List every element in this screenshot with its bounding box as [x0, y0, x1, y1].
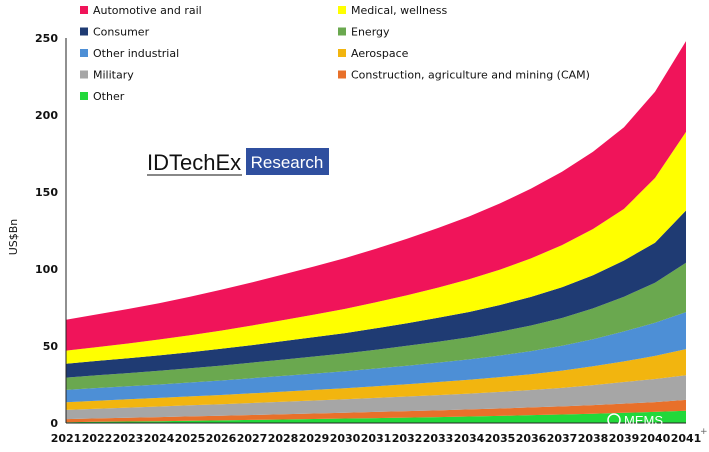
- x-tick-label: 2026: [206, 432, 237, 445]
- legend-label: Other: [93, 90, 125, 103]
- legend-label: Medical, wellness: [351, 4, 447, 17]
- watermark-text: MEMS: [624, 413, 663, 428]
- brand-logo: IDTechEx Research: [147, 148, 329, 176]
- y-tick-label: 250: [35, 32, 58, 45]
- y-axis-label: US$Bn: [7, 219, 20, 256]
- area-series-0: [66, 410, 686, 423]
- x-tick-label: 2035: [485, 432, 516, 445]
- legend-label: Aerospace: [351, 47, 409, 60]
- x-tick-label: 2038: [578, 432, 609, 445]
- x-tick-label: 2023: [113, 432, 144, 445]
- x-tick-label: 2021: [51, 432, 82, 445]
- area-series-3: [66, 349, 686, 410]
- area-series-4: [66, 312, 686, 403]
- edge-mark: +: [700, 427, 708, 437]
- legend-swatch: [338, 70, 346, 79]
- legend-swatch: [338, 6, 346, 14]
- legend-label: Automotive and rail: [93, 4, 202, 17]
- x-tick-label: 2033: [423, 432, 454, 445]
- legend-swatch: [338, 49, 346, 57]
- y-tick-label: 200: [35, 109, 58, 122]
- x-tick-label: 2029: [299, 432, 330, 445]
- x-tick-label: 2030: [330, 432, 361, 445]
- x-tick-label: 2031: [361, 432, 392, 445]
- x-tick-label: 2022: [82, 432, 113, 445]
- y-tick-label: 50: [43, 340, 59, 353]
- y-tick-labels: 0 50 100 150 200 250: [35, 32, 58, 430]
- watermark: MEMS: [607, 413, 663, 428]
- y-tick-label: 100: [35, 263, 58, 276]
- axes: [65, 38, 686, 424]
- legend: Automotive and rail Consumer Other industr…: [80, 4, 590, 103]
- x-tick-labels: 2021 2022 2023 2024 2025 2026 2027 2028 2029 2030…: [51, 432, 702, 445]
- area-series-8: [66, 41, 686, 351]
- x-tick-label: 2034: [454, 432, 485, 445]
- chat-icon: [607, 413, 621, 427]
- x-tick-label: 2027: [237, 432, 268, 445]
- x-tick-label: 2032: [392, 432, 423, 445]
- legend-swatch: [80, 92, 88, 100]
- x-tick-label: 2041: [671, 432, 702, 445]
- legend-label: Energy: [351, 26, 390, 39]
- legend-swatch: [80, 6, 88, 14]
- y-tick-label: 0: [50, 417, 58, 430]
- area-series-6: [66, 210, 686, 378]
- legend-swatch: [80, 27, 88, 36]
- x-tick-label: 2024: [144, 432, 175, 445]
- x-tick-label: 2025: [175, 432, 206, 445]
- legend-label: Other industrial: [93, 47, 179, 60]
- stacked-areas: [66, 41, 686, 423]
- brand-sub-text: Research: [251, 153, 324, 172]
- area-series-2: [66, 375, 686, 420]
- legend-label: Military: [93, 69, 134, 82]
- x-tick-label: 2028: [268, 432, 299, 445]
- brand-sub-bg: [246, 148, 329, 175]
- legend-label: Construction, agriculture and mining (CA…: [351, 69, 590, 82]
- legend-swatch: [338, 27, 346, 36]
- area-series-1: [66, 399, 686, 423]
- area-series-7: [66, 131, 686, 364]
- legend-swatch: [80, 49, 88, 57]
- x-tick-label: 2039: [609, 432, 640, 445]
- legend-label: Consumer: [93, 26, 150, 39]
- brand-main-text: IDTechEx: [147, 150, 241, 175]
- x-tick-label: 2037: [547, 432, 578, 445]
- area-series-5: [66, 262, 686, 390]
- legend-swatch: [80, 70, 88, 79]
- y-tick-label: 150: [35, 186, 58, 199]
- x-tick-label: 2040: [640, 432, 671, 445]
- x-tick-label: 2036: [516, 432, 547, 445]
